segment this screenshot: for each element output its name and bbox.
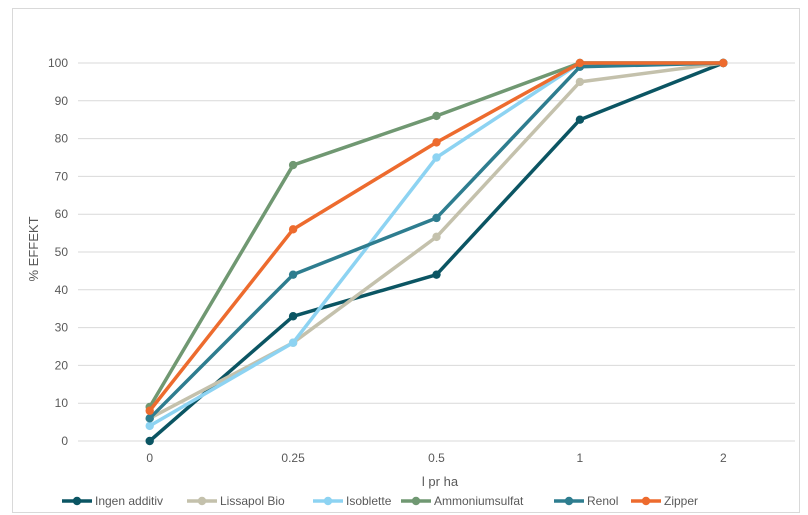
y-tick-label: 10: [55, 396, 69, 410]
y-tick-label: 50: [55, 245, 69, 259]
x-axis-title: l pr ha: [422, 474, 459, 489]
data-point: [145, 421, 154, 431]
data-point: [145, 414, 154, 423]
data-point: [288, 338, 298, 347]
data-point: [288, 270, 298, 279]
legend-swatch-marker: [641, 496, 651, 506]
legend-item: Renol: [554, 494, 618, 508]
legend-swatch-marker: [72, 496, 82, 506]
series-lines: [145, 58, 728, 446]
legend-item: Ammoniumsulfat: [401, 494, 524, 508]
legend-swatch-marker: [564, 496, 574, 506]
y-axis-ticks: 0 10 20 30 40 50 60 70 80 90 100: [48, 56, 68, 448]
legend-swatch-marker: [197, 496, 207, 506]
legend-item: Zipper: [631, 494, 698, 508]
y-tick-label: 90: [55, 94, 69, 108]
data-point: [575, 58, 585, 68]
data-point: [288, 160, 298, 170]
data-point: [719, 58, 728, 68]
data-point: [432, 232, 441, 242]
y-tick-label: 70: [55, 169, 69, 183]
data-point: [288, 312, 298, 321]
legend-label: Renol: [587, 494, 618, 508]
legend-item: Ingen additiv: [62, 494, 163, 508]
legend-label: Isoblette: [346, 494, 392, 508]
legend-label: Zipper: [664, 494, 698, 508]
legend-swatch-marker: [411, 496, 421, 506]
data-point: [432, 138, 441, 147]
data-point: [145, 436, 154, 446]
x-tick-label: 0.5: [428, 451, 445, 465]
y-tick-label: 60: [55, 207, 69, 221]
data-point: [575, 77, 585, 87]
data-point: [432, 270, 441, 279]
y-tick-label: 30: [55, 321, 69, 335]
x-tick-label: 0: [146, 451, 153, 465]
series-zipper: [145, 58, 728, 415]
x-tick-label: 0.25: [281, 451, 305, 465]
x-tick-label: 1: [577, 451, 584, 465]
x-tick-label: 2: [720, 451, 727, 465]
data-point: [432, 111, 441, 121]
y-tick-label: 40: [55, 283, 69, 297]
legend-label: Ingen additiv: [95, 494, 163, 508]
y-tick-label: 0: [61, 434, 68, 448]
legend-label: Lissapol Bio: [220, 494, 285, 508]
y-tick-label: 80: [55, 132, 69, 146]
legend-item: Lissapol Bio: [187, 494, 285, 508]
data-point: [432, 213, 441, 223]
legend: Ingen additiv Lissapol Bio Isoblette Ammoni…: [62, 494, 698, 508]
y-tick-label: 100: [48, 56, 68, 70]
data-point: [432, 153, 441, 162]
data-point: [288, 225, 298, 234]
data-point: [145, 406, 154, 415]
y-tick-label: 20: [55, 358, 69, 372]
y-axis-title: % EFFEKT: [26, 216, 41, 281]
x-axis-ticks: 0 0.25 0.5 1 2: [146, 451, 727, 465]
legend-item: Isoblette: [313, 494, 392, 508]
data-point: [575, 115, 585, 124]
legend-label: Ammoniumsulfat: [434, 494, 524, 508]
legend-swatch-marker: [323, 496, 333, 506]
